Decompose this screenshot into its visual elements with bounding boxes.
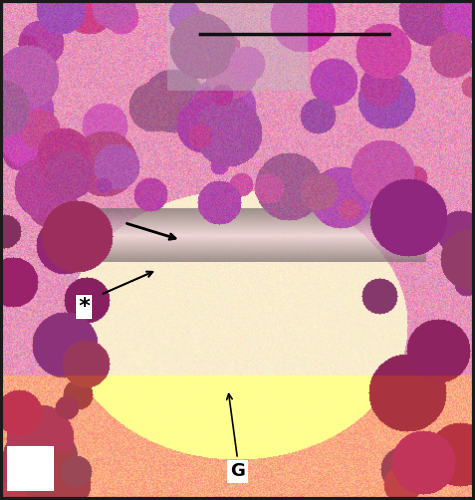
Bar [7, 446, 54, 491]
Text: G: G [230, 462, 245, 480]
Text: *: * [78, 297, 90, 317]
